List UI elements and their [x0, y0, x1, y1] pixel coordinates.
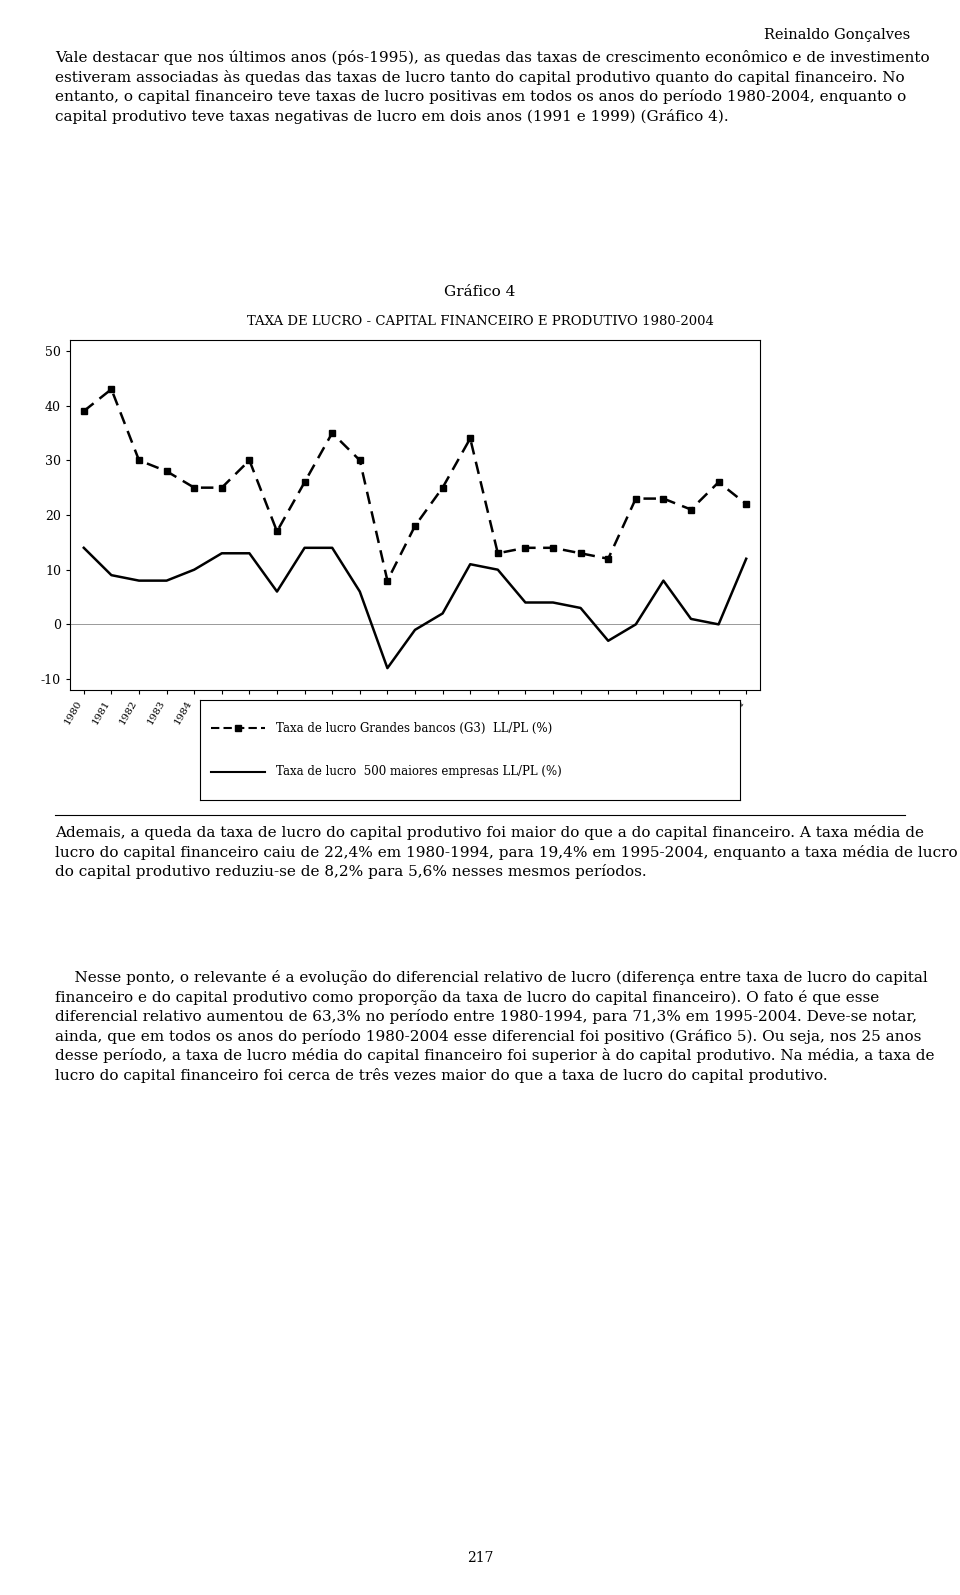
Text: Reinaldo Gonçalves: Reinaldo Gonçalves: [764, 29, 910, 41]
Text: Vale destacar que nos últimos anos (pós-1995), as quedas das taxas de cresciment: Vale destacar que nos últimos anos (pós-…: [55, 49, 929, 124]
Text: Ademais, a queda da taxa de lucro do capital produtivo foi maior do que a do cap: Ademais, a queda da taxa de lucro do cap…: [55, 825, 958, 879]
Text: Nesse ponto, o relevante é a evolução do diferencial relativo de lucro (diferenç: Nesse ponto, o relevante é a evolução do…: [55, 970, 934, 1083]
Text: 217: 217: [467, 1550, 493, 1565]
Text: Taxa de lucro Grandes bancos (G3)  LL/PL (%): Taxa de lucro Grandes bancos (G3) LL/PL …: [276, 721, 552, 735]
Text: Gráfico 4: Gráfico 4: [444, 286, 516, 298]
Text: TAXA DE LUCRO - CAPITAL FINANCEIRO E PRODUTIVO 1980-2004: TAXA DE LUCRO - CAPITAL FINANCEIRO E PRO…: [247, 314, 713, 329]
Text: Taxa de lucro  500 maiores empresas LL/PL (%): Taxa de lucro 500 maiores empresas LL/PL…: [276, 766, 562, 778]
